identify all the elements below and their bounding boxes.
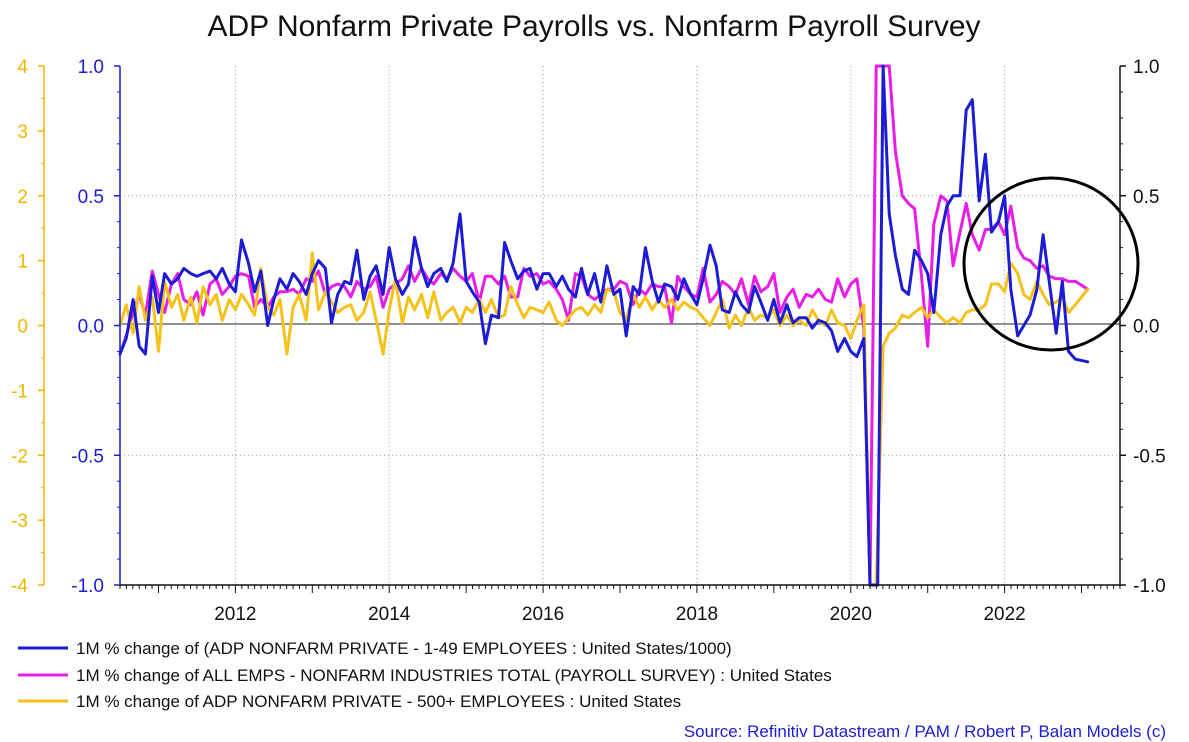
chart-title: ADP Nonfarm Private Payrolls vs. Nonfarm…: [207, 10, 980, 43]
y-far-left-tick-label: 2: [17, 187, 28, 208]
y-left-tick-label: 0.0: [78, 317, 104, 338]
y-left-tick-label: -0.5: [71, 446, 104, 467]
y-right-tick-label: -1.0: [1133, 576, 1166, 597]
legend: 1M % change of (ADP NONFARM PRIVATE - 1-…: [18, 639, 832, 711]
y-far-left-tick-label: 1: [17, 252, 28, 273]
source-note: Source: Refinitiv Datastream / PAM / Rob…: [684, 722, 1166, 741]
x-tick-label: 2020: [830, 604, 872, 625]
y-right-tick-label: 0.5: [1133, 187, 1159, 208]
x-tick-label: 2016: [522, 604, 564, 625]
y-far-left-tick-label: 0: [17, 317, 28, 338]
y-far-left-tick-label: -2: [11, 446, 28, 467]
y-left-tick-label: 0.5: [78, 187, 104, 208]
series-layer: [118, 64, 1090, 587]
y-far-left-tick-label: -4: [11, 576, 28, 597]
gridlines: [120, 66, 1120, 585]
y-left-tick-label: 1.0: [78, 57, 104, 78]
x-tick-label: 2014: [368, 604, 411, 625]
x-tick-label: 2018: [676, 604, 718, 625]
y-right-tick-label: 0.0: [1133, 317, 1159, 338]
legend-label-gold: 1M % change of ADP NONFARM PRIVATE - 500…: [76, 692, 681, 711]
y-far-left-tick-label: -3: [11, 511, 28, 532]
y-far-left-tick-label: 3: [17, 122, 28, 143]
x-tick-label: 2022: [983, 604, 1025, 625]
y-right-tick-label: -0.5: [1133, 446, 1166, 467]
y-far-left-tick-label: 4: [17, 57, 28, 78]
y-far-left-tick-label: -1: [11, 381, 28, 402]
y-left-tick-label: -1.0: [71, 576, 104, 597]
legend-label-magenta: 1M % change of ALL EMPS - NONFARM INDUST…: [76, 666, 832, 685]
x-tick-label: 2012: [214, 604, 256, 625]
ticks: 1.0 0.5 0.0 -0.5 -1.0 1.0 0.5 0.0 -0.5 -1.0 4 3 2 1 0 -…: [11, 57, 1166, 625]
legend-label-blue: 1M % change of (ADP NONFARM PRIVATE - 1-…: [76, 639, 732, 658]
y-right-tick-label: 1.0: [1133, 57, 1159, 78]
highlight-circle: [962, 176, 1140, 352]
series-line-adp-500-plus-employees: [118, 251, 1090, 587]
series-line-adp-1-49-employees: [118, 64, 1090, 587]
